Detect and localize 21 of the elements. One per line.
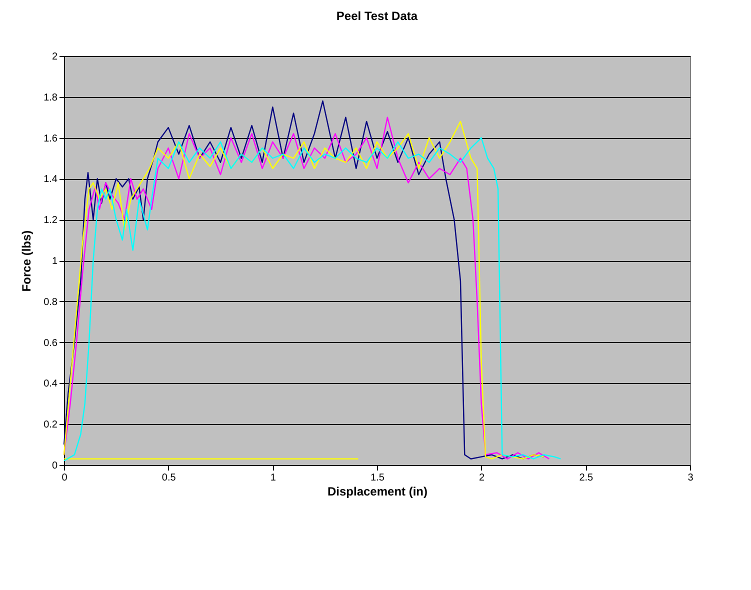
y-tick-label: 1.4 — [44, 174, 58, 186]
x-tick-label: 0 — [62, 472, 68, 484]
x-tick-label: 1.5 — [370, 472, 385, 484]
x-tick-label: 2 — [479, 472, 486, 484]
y-tick-label: 0.8 — [44, 296, 58, 308]
y-tick-label: 1.8 — [44, 92, 58, 104]
y-tick-label: 0.2 — [44, 420, 58, 431]
y-tick-label: 0.6 — [44, 338, 58, 349]
y-tick-label: 0.4 — [44, 378, 58, 390]
x-tick-label: 0.5 — [162, 472, 176, 484]
y-tick-label: 0 — [52, 460, 58, 472]
y-tick-label: 1.2 — [44, 215, 58, 226]
y-axis-title: Force (lbs) — [20, 230, 34, 292]
x-axis-title: Displacement (in) — [327, 484, 428, 498]
x-tick-label: 2.5 — [579, 472, 594, 484]
y-tick-label: 1.6 — [44, 133, 58, 144]
y-tick-label: 1 — [52, 256, 58, 267]
chart-title: Peel Test Data — [336, 9, 418, 23]
x-tick-label: 3 — [688, 472, 694, 484]
x-tick-label: 1 — [270, 472, 276, 484]
y-tick-label: 2 — [52, 52, 58, 62]
